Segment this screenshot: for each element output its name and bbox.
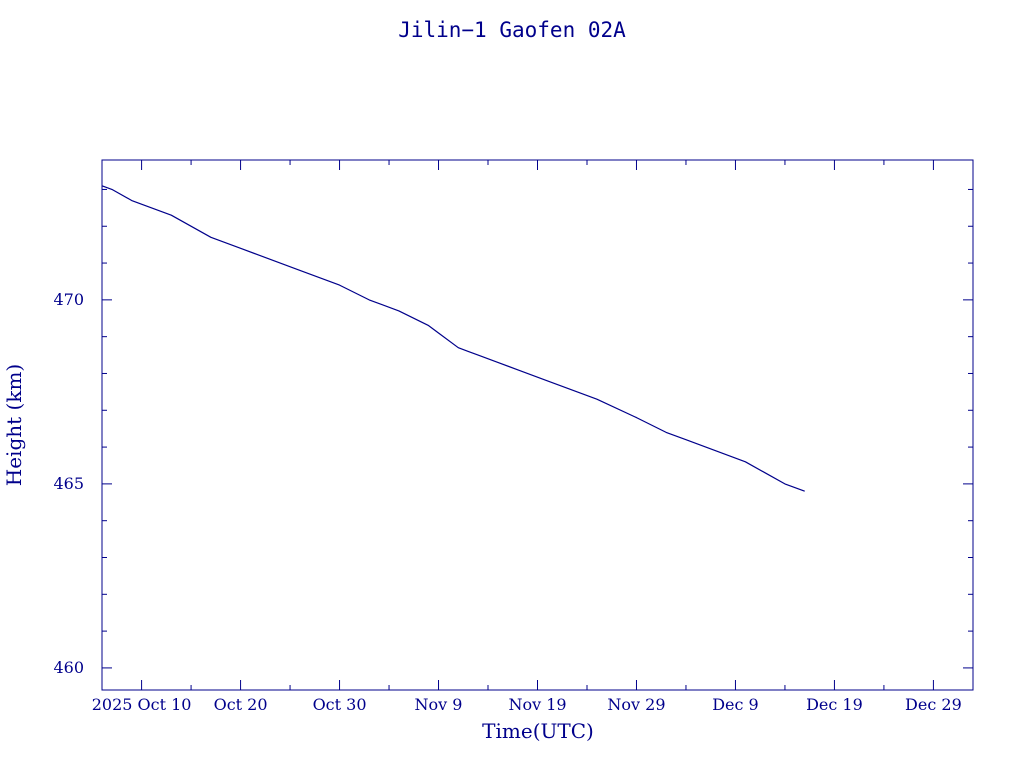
x-tick-label: Nov 19 bbox=[508, 695, 566, 714]
axis-ticks bbox=[102, 160, 973, 690]
x-tick-label: Oct 30 bbox=[313, 695, 367, 714]
x-tick-label: Nov 29 bbox=[607, 695, 665, 714]
series-line bbox=[101, 185, 805, 492]
y-tick-label: 460 bbox=[53, 658, 84, 677]
x-axis-title: Time(UTC) bbox=[482, 719, 594, 743]
y-axis-title: Height (km) bbox=[2, 364, 26, 486]
chart-title: Jilin−1 Gaofen 02A bbox=[398, 18, 626, 42]
x-tick-label: Dec 9 bbox=[712, 695, 759, 714]
x-tick-label: Dec 19 bbox=[806, 695, 863, 714]
series-layer bbox=[101, 185, 805, 492]
axis-tick-labels: 2025 Oct 10 Oct 20 Oct 30 Nov 9 Nov 19 Nov 29… bbox=[53, 290, 961, 714]
y-tick-label: 470 bbox=[53, 290, 84, 309]
x-tick-label: 2025 Oct 10 bbox=[92, 695, 192, 714]
y-tick-label: 465 bbox=[53, 474, 84, 493]
x-tick-label: Dec 29 bbox=[905, 695, 962, 714]
x-tick-label: Nov 9 bbox=[415, 695, 463, 714]
plot-frame bbox=[101, 159, 974, 691]
x-tick-label: Oct 20 bbox=[214, 695, 268, 714]
